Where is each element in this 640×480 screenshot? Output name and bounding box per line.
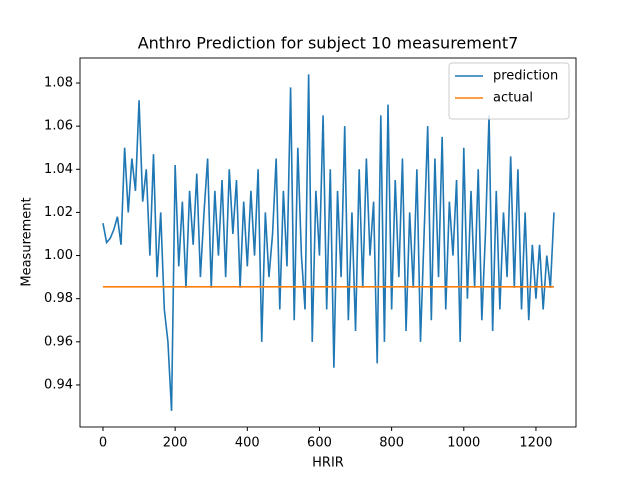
y-tick-label: 1.04 bbox=[44, 162, 73, 177]
legend-label: actual bbox=[493, 91, 533, 106]
y-tick-label: 0.96 bbox=[44, 334, 73, 349]
y-tick-label: 1.02 bbox=[44, 205, 73, 220]
plot-frame bbox=[79, 57, 577, 428]
legend-box bbox=[448, 62, 570, 120]
y-tick-label: 1.08 bbox=[44, 76, 73, 91]
x-tick-label: 0 bbox=[99, 436, 107, 451]
y-tick-label: 1.06 bbox=[44, 119, 73, 134]
y-tick-label: 0.94 bbox=[44, 377, 73, 392]
y-axis-label: Measurement bbox=[20, 197, 35, 286]
x-tick-label: 1000 bbox=[447, 436, 480, 451]
x-tick-label: 800 bbox=[379, 436, 404, 451]
y-tick-label: 0.98 bbox=[44, 291, 73, 306]
x-tick-label: 400 bbox=[235, 436, 260, 451]
legend-label: prediction bbox=[493, 69, 558, 84]
x-tick-label: 600 bbox=[307, 436, 332, 451]
chart-title: Anthro Prediction for subject 10 measure… bbox=[138, 34, 519, 53]
x-tick-label: 200 bbox=[163, 436, 188, 451]
y-tick-label: 1.00 bbox=[44, 248, 73, 263]
x-tick-label: 1200 bbox=[519, 436, 552, 451]
x-axis-label: HRIR bbox=[312, 456, 344, 471]
data-line bbox=[102, 74, 555, 411]
